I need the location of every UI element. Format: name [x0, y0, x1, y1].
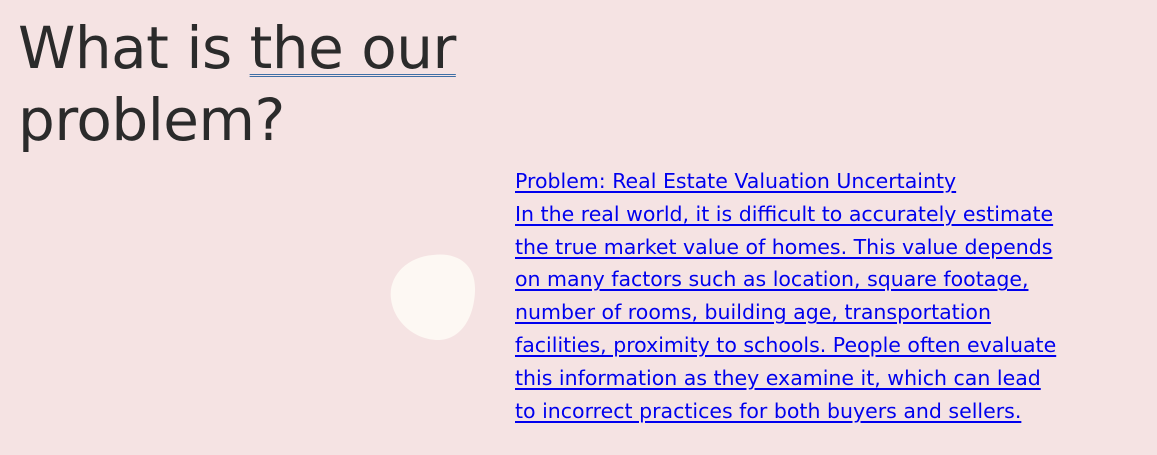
description-line: number of rooms, building age, transport…	[515, 300, 991, 325]
description-line: this information as they examine it, whi…	[515, 365, 1041, 390]
description-line: the true market value of homes. This val…	[515, 234, 1053, 259]
description-line: In the real world, it is difficult to ac…	[515, 201, 1054, 226]
title-line-2: problem?	[18, 86, 285, 154]
page-title: What is the our problem?	[18, 12, 456, 156]
description-line: on many factors such as location, square…	[515, 267, 1029, 292]
problem-title: Problem: Real Estate Valuation Uncertain…	[515, 169, 957, 193]
description-line: to incorrect practices for both buyers a…	[515, 398, 1022, 423]
description-line: facilities, proximity to schools. People…	[515, 332, 1057, 357]
title-underlined-phrase: the our	[249, 14, 457, 82]
decorative-blob-shape	[390, 254, 476, 340]
title-prefix: What is	[18, 14, 250, 82]
problem-link[interactable]: Problem: Real Estate Valuation Uncertain…	[515, 165, 1115, 427]
problem-description: Problem: Real Estate Valuation Uncertain…	[515, 165, 1115, 427]
